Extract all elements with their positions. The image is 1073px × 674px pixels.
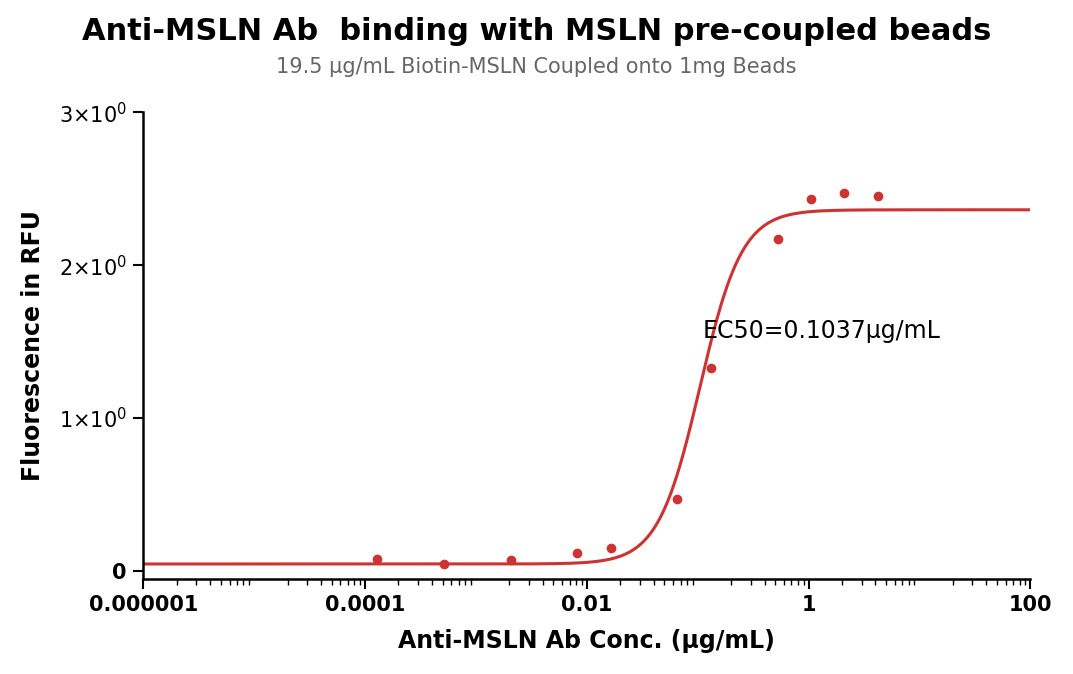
X-axis label: Anti-MSLN Ab Conc. (μg/mL): Anti-MSLN Ab Conc. (μg/mL) xyxy=(398,629,776,653)
Text: 19.5 μg/mL Biotin-MSLN Coupled onto 1mg Beads: 19.5 μg/mL Biotin-MSLN Coupled onto 1mg … xyxy=(276,57,797,78)
Y-axis label: Fluorescence in RFU: Fluorescence in RFU xyxy=(20,210,45,481)
Text: Anti-MSLN Ab  binding with MSLN pre-coupled beads: Anti-MSLN Ab binding with MSLN pre-coupl… xyxy=(82,17,991,46)
Text: EC50=0.1037μg/mL: EC50=0.1037μg/mL xyxy=(702,319,940,344)
